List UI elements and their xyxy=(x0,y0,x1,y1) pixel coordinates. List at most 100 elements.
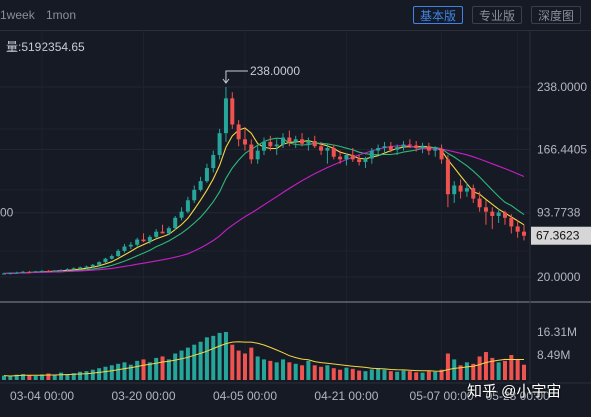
volume-bar xyxy=(21,374,26,380)
candle-body xyxy=(97,262,102,265)
interval-1mon[interactable]: 1mon xyxy=(46,8,77,22)
volume-bar xyxy=(363,371,368,380)
volume-bar xyxy=(433,371,438,380)
candle-body xyxy=(490,211,495,216)
candle-body xyxy=(40,270,45,272)
price-tick-label: 238.0000 xyxy=(537,80,587,94)
volume-bar xyxy=(369,369,374,380)
candle-body xyxy=(211,154,216,169)
volume-bar xyxy=(515,359,520,380)
volume-bar xyxy=(242,353,247,380)
volume-bar xyxy=(502,360,507,380)
candle-body xyxy=(46,270,51,272)
volume-bar xyxy=(179,350,184,380)
volume-bar xyxy=(65,374,70,380)
candle-body xyxy=(496,212,501,216)
candle-body xyxy=(2,273,6,275)
candle-body xyxy=(401,144,406,148)
candle-body xyxy=(483,207,488,212)
candle-body xyxy=(71,268,76,270)
ma-mid-line xyxy=(3,137,525,275)
candle-body xyxy=(135,239,140,245)
mode-depth-button[interactable]: 深度图 xyxy=(531,6,582,24)
candle-body xyxy=(249,144,254,160)
time-tick-label: 05-07 00:00 xyxy=(410,389,474,403)
volume-bar xyxy=(274,362,279,380)
volume-bar xyxy=(319,366,324,380)
volume-bar xyxy=(293,363,298,380)
candle-body xyxy=(420,146,425,149)
volume-bar xyxy=(287,362,292,380)
volume-bar xyxy=(40,374,45,380)
candle-body xyxy=(223,98,228,134)
volume-bar xyxy=(135,360,140,380)
volume-bar xyxy=(490,357,495,380)
volume-bar xyxy=(477,356,482,380)
volume-bar xyxy=(426,371,431,380)
volume-bar xyxy=(262,359,266,380)
watermark: 知乎 @小宇宙 xyxy=(467,383,562,400)
volume-bar xyxy=(173,353,178,380)
volume-bar xyxy=(2,375,6,380)
volume-bar xyxy=(154,357,159,380)
volume-bar xyxy=(281,359,286,380)
candle-body xyxy=(116,250,121,257)
volume-bar xyxy=(116,363,121,380)
candle-body xyxy=(433,148,438,151)
current-price-label: 67.3623 xyxy=(536,229,580,243)
candle-body xyxy=(8,273,13,275)
candle-body xyxy=(179,211,184,218)
price-tick-label: 166.4405 xyxy=(537,142,587,156)
volume-tick-label: 8.49M xyxy=(537,348,570,362)
volume-bar xyxy=(33,375,38,380)
volume-bar xyxy=(160,356,165,380)
volume-bar xyxy=(14,374,19,380)
candle-body xyxy=(369,150,374,159)
candle-body xyxy=(287,137,292,142)
candle-body xyxy=(128,244,133,247)
candle-body xyxy=(166,228,171,234)
volume-bar xyxy=(357,370,362,380)
volume-bar xyxy=(445,353,450,380)
candle-body xyxy=(14,272,19,274)
volume-bar xyxy=(338,369,343,380)
candle-body xyxy=(33,271,38,273)
interval-1week[interactable]: 1week xyxy=(0,8,35,22)
candle-body xyxy=(84,266,89,268)
volume-bar xyxy=(331,368,336,380)
volume-bar xyxy=(458,365,463,380)
candle-body xyxy=(363,158,368,162)
candle-body xyxy=(274,144,279,147)
candle-body xyxy=(407,144,412,146)
candle-body xyxy=(160,231,165,234)
ma-slow-line xyxy=(3,145,525,275)
volume-bar xyxy=(471,363,476,380)
volume-bar xyxy=(382,369,387,380)
candle-body xyxy=(344,154,349,160)
current-price-box xyxy=(531,226,591,245)
mode-pro-button[interactable]: 专业版 xyxy=(472,6,523,24)
candle-body xyxy=(141,239,146,242)
volume-bar xyxy=(223,332,228,380)
volume-bar xyxy=(306,360,311,380)
candle-body xyxy=(338,156,343,160)
candle-body xyxy=(439,148,444,160)
time-tick-label: 04-21 00:00 xyxy=(314,389,378,403)
candle-body xyxy=(185,200,190,212)
candle-body xyxy=(312,141,317,147)
candle-body xyxy=(464,188,469,192)
volume-bar xyxy=(407,371,412,380)
volume-bar xyxy=(103,366,108,380)
candle-body xyxy=(192,189,197,201)
candle-body xyxy=(357,159,362,162)
volume-bar xyxy=(185,347,190,380)
volume-bar xyxy=(483,352,488,380)
candle-body xyxy=(198,181,203,190)
volume-bar xyxy=(350,368,355,380)
candle-body xyxy=(217,133,222,155)
candle-body xyxy=(21,271,26,273)
mode-basic-button[interactable]: 基本版 xyxy=(413,6,464,24)
volume-bar xyxy=(27,375,32,380)
volume-bar xyxy=(300,365,305,380)
